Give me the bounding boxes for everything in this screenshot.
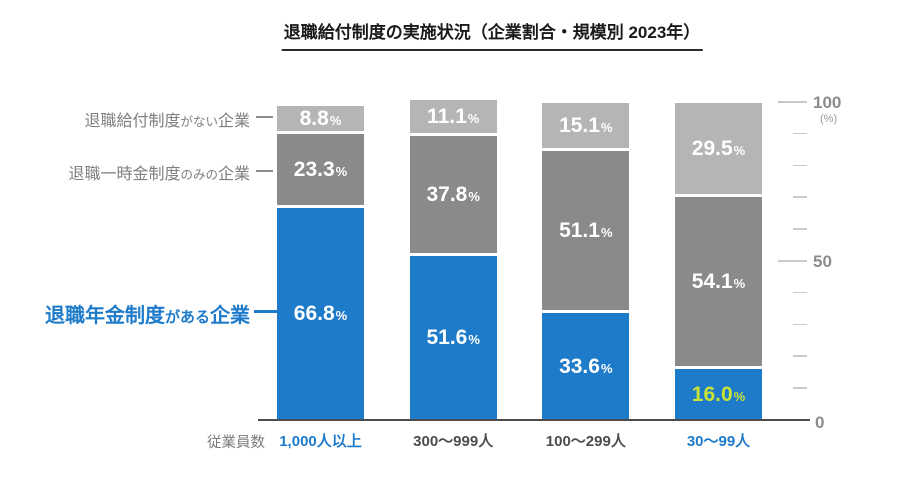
bar-value-label: 16.0% <box>692 384 745 405</box>
bar-value-label: 33.6% <box>559 356 612 377</box>
bar-value-percent-sign: % <box>733 143 746 159</box>
x-axis-baseline <box>258 419 810 421</box>
legend-lump-sum-connector-line <box>256 170 273 172</box>
bar-value-percent-sign: % <box>468 332 480 348</box>
legend-no-plan-kanji1: 退職給付制度 <box>84 113 181 130</box>
y-axis-minor-tick-10 <box>793 387 807 389</box>
bar-value-number: 29.5 <box>691 137 733 161</box>
y-axis-label-100: 100 <box>813 93 842 112</box>
legend-pension-kana: がある <box>164 309 210 326</box>
bar-segment-lump-sum-only: 51.1% <box>542 150 630 314</box>
legend-lump-kanji2: 企業 <box>217 166 250 183</box>
bar-value-number: 33.6 <box>559 354 600 378</box>
legend-no-plan-kanji2: 企業 <box>217 113 250 130</box>
x-category-label: 30〜99人 <box>686 433 751 450</box>
legend-label-pension: 退職年金制度がある企業 <box>0 299 250 328</box>
y-axis-minor-tick-30 <box>793 323 807 326</box>
bar-value-percent-sign: % <box>335 163 348 179</box>
y-axis-minor-tick-60 <box>793 228 807 230</box>
bar-segment-pension: 51.6% <box>409 255 497 420</box>
bar-column-1: 8.8% 23.3% 66.8% <box>277 105 364 421</box>
legend-label-no-plan: 退職給付制度がない企業 <box>0 107 250 131</box>
legend-lump-kana: のみの <box>180 168 218 182</box>
legend-pension-kanji2: 企業 <box>210 305 250 327</box>
y-axis-minor-tick-20 <box>793 355 807 357</box>
y-axis-label-50: 50 <box>813 252 832 271</box>
y-axis-major-tick-50 <box>778 260 807 262</box>
bar-value-number: 37.8 <box>426 182 468 206</box>
bar-value-number: 8.8 <box>299 106 329 130</box>
bar-value-number: 15.1 <box>559 113 600 137</box>
bar-value-label: 51.6% <box>426 327 479 348</box>
bar-value-label: 23.3% <box>294 159 347 180</box>
bar-value-percent-sign: % <box>733 276 746 292</box>
bar-value-number: 54.1 <box>691 270 733 294</box>
bar-value-percent-sign: % <box>733 389 746 405</box>
y-axis-minor-tick-80 <box>793 164 807 167</box>
bar-value-number: 23.3 <box>293 157 335 181</box>
bar-value-number: 51.6 <box>426 326 468 350</box>
bar-value-percent-sign: % <box>468 188 480 204</box>
bar-value-label: 29.5% <box>692 138 745 159</box>
bar-column-3: 15.1% 51.1% 33.6% <box>542 102 630 420</box>
x-category-label: 300〜999人 <box>413 433 494 450</box>
bar-value-label: 66.8% <box>294 303 347 324</box>
bar-segment-no-plan: 8.8% <box>277 105 364 134</box>
bar-value-label: 11.1% <box>427 106 479 127</box>
bar-column-2: 11.1% 37.8% 51.6% <box>409 100 497 420</box>
y-axis-major-tick-100 <box>778 101 807 103</box>
bar-value-label: 51.1% <box>559 220 612 241</box>
y-axis-minor-tick-40 <box>793 291 807 294</box>
bar-segment-lump-sum-only: 37.8% <box>409 135 497 256</box>
bar-segment-no-plan: 15.1% <box>542 102 630 151</box>
bar-segment-no-plan: 29.5% <box>675 103 762 198</box>
y-axis-minor-tick-70 <box>793 196 807 198</box>
bar-segment-no-plan: 11.1% <box>409 100 497 136</box>
x-category-label: 1,000人以上 <box>279 433 362 450</box>
bar-value-number: 51.1 <box>559 218 600 242</box>
bar-value-number: 11.1 <box>427 105 467 129</box>
y-axis-unit-label: (%) <box>820 113 838 125</box>
legend-lump-kanji1: 退職一時金制度 <box>68 166 181 183</box>
bar-segment-pension: 16.0% <box>675 369 762 420</box>
bar-segment-lump-sum-only: 23.3% <box>277 133 364 208</box>
y-axis-label-0: 0 <box>815 413 825 432</box>
legend-pension-connector-line <box>254 310 278 313</box>
bar-value-percent-sign: % <box>329 112 342 128</box>
bar-value-percent-sign: % <box>600 224 613 240</box>
legend-no-plan-kana: がない <box>180 115 218 129</box>
bar-value-number: 16.0 <box>691 383 733 407</box>
bar-segment-lump-sum-only: 54.1% <box>675 197 762 370</box>
x-axis-title: 従業員数 <box>207 435 265 451</box>
bar-value-label: 8.8% <box>300 108 342 129</box>
bar-value-label: 37.8% <box>426 184 479 205</box>
chart-title: 退職給付制度の実施状況（企業割合・規模別 2023年） <box>281 18 703 51</box>
x-category-label: 100〜299人 <box>545 433 626 450</box>
bar-segment-pension: 33.6% <box>542 313 630 420</box>
bar-value-percent-sign: % <box>467 111 480 127</box>
bar-column-4: 29.5% 54.1% 16.0% <box>675 103 762 420</box>
y-axis-minor-tick-90 <box>793 132 807 135</box>
legend-no-plan-connector-line <box>256 116 273 118</box>
bar-value-number: 66.8 <box>293 302 335 326</box>
bar-value-label: 54.1% <box>692 271 745 292</box>
bar-value-percent-sign: % <box>600 119 613 135</box>
bar-value-percent-sign: % <box>600 360 613 376</box>
legend-pension-kanji1: 退職年金制度 <box>44 305 165 327</box>
legend-label-lump-sum-only: 退職一時金制度のみの企業 <box>0 160 250 184</box>
bar-value-label: 15.1% <box>559 115 612 136</box>
bar-segment-pension: 66.8% <box>277 207 364 420</box>
bar-value-percent-sign: % <box>335 308 348 324</box>
